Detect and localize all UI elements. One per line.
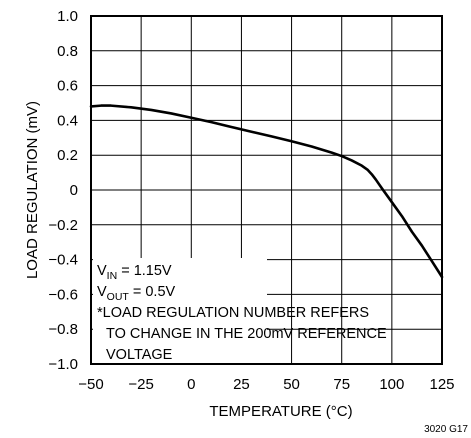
x-tick-label: 75 <box>333 376 350 393</box>
x-tick-label: 125 <box>429 376 454 393</box>
y-tick-label: 1.0 <box>57 8 78 25</box>
y-tick-label: −0.2 <box>48 217 78 234</box>
x-tick-label: 25 <box>233 376 250 393</box>
x-axis-title: TEMPERATURE (°C) <box>209 403 352 420</box>
x-tick-label: 100 <box>379 376 404 393</box>
data-series <box>89 104 444 279</box>
note-background <box>93 258 267 363</box>
y-tick-label: −0.6 <box>48 286 78 303</box>
vin-annotation: VIN = 1.15V <box>97 263 172 282</box>
vin-main: V <box>97 263 107 279</box>
y-tick-label: −0.4 <box>48 252 78 269</box>
y-tick-labels: 1.0 0.8 0.6 0.4 0.2 0 −0.2 −0.4 −0.6 −0.8 −1.0 <box>48 8 78 373</box>
series-line <box>89 104 444 279</box>
y-tick-label: 0 <box>70 182 78 199</box>
vout-main: V <box>97 284 107 300</box>
x-tick-label: −25 <box>128 376 153 393</box>
vout-annotation: VOUT = 0.5V <box>97 284 176 303</box>
plot-frame <box>90 15 443 365</box>
note-line-3: VOLTAGE <box>106 347 173 363</box>
note-line-2: TO CHANGE IN THE 200mV REFERENCE <box>106 326 387 342</box>
vout-rest: = 0.5V <box>129 284 176 300</box>
y-tick-label: −1.0 <box>48 356 78 373</box>
y-tick-label: 0.8 <box>57 43 78 60</box>
x-tick-label: −50 <box>78 376 103 393</box>
vin-rest: = 1.15V <box>117 263 172 279</box>
y-tick-label: 0.2 <box>57 147 78 164</box>
vout-subscript: OUT <box>107 291 130 303</box>
note-line-1: *LOAD REGULATION NUMBER REFERS <box>97 305 369 321</box>
y-tick-label: 0.4 <box>57 112 78 129</box>
y-tick-label: 0.6 <box>57 78 78 95</box>
vin-subscript: IN <box>107 270 118 282</box>
figure-number: 3020 G17 <box>424 424 468 435</box>
x-tick-label: 50 <box>283 376 300 393</box>
y-axis-title: LOAD REGULATION (mV) <box>24 101 41 279</box>
x-tick-labels: −50 −25 0 25 50 75 100 125 <box>78 376 454 393</box>
x-tick-label: 0 <box>187 376 195 393</box>
y-tick-label: −0.8 <box>48 321 78 338</box>
